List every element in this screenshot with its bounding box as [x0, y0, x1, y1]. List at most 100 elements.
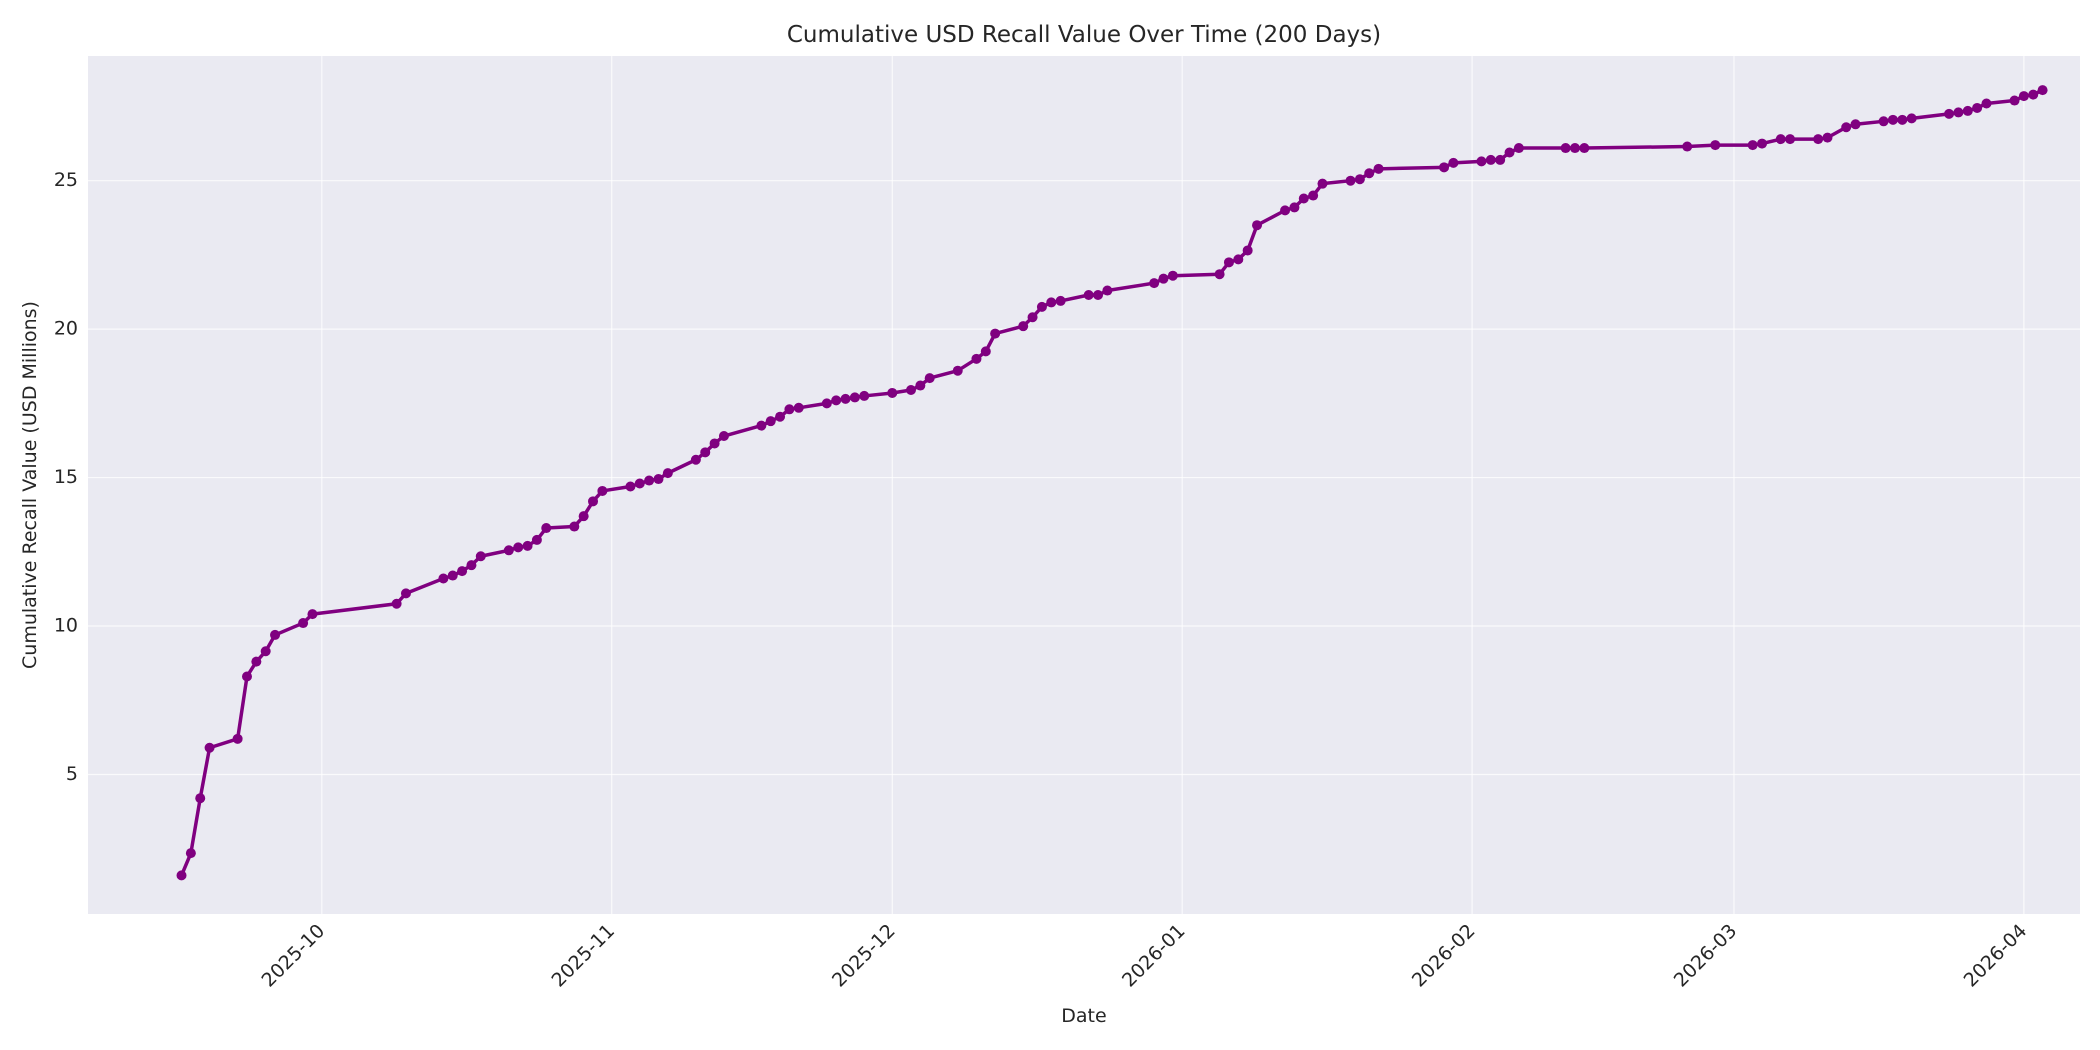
- data-point: [270, 629, 281, 640]
- x-tick-label: 2026-02: [1408, 920, 1480, 992]
- data-point: [849, 392, 860, 403]
- data-point: [1878, 116, 1889, 127]
- data-point: [597, 485, 608, 496]
- data-point: [466, 560, 477, 571]
- data-point: [391, 598, 402, 609]
- data-point: [522, 540, 533, 551]
- data-point: [1785, 134, 1796, 145]
- data-point: [176, 870, 187, 881]
- data-point: [1242, 245, 1253, 256]
- data-point: [1167, 270, 1178, 281]
- data-point: [1897, 114, 1908, 125]
- data-point: [1485, 154, 1496, 165]
- data-point: [1747, 140, 1758, 151]
- data-point: [475, 551, 486, 562]
- data-point: [1223, 257, 1234, 268]
- data-point: [700, 447, 711, 458]
- x-tick-label: 2026-04: [1960, 920, 2032, 992]
- x-tick-label: 2026-01: [1118, 920, 1190, 992]
- data-point: [541, 523, 552, 534]
- data-point: [971, 353, 982, 364]
- data-point: [232, 733, 243, 744]
- data-point: [859, 390, 870, 401]
- data-point: [1962, 105, 1973, 116]
- data-point: [513, 542, 524, 553]
- data-point: [887, 387, 898, 398]
- data-point: [625, 481, 636, 492]
- x-axis-label: Date: [1061, 1005, 1106, 1027]
- data-point: [980, 346, 991, 357]
- data-point: [2028, 89, 2039, 100]
- data-point: [1579, 143, 1590, 154]
- gridlines: [88, 56, 2080, 914]
- x-tick-label: 2025-11: [547, 920, 619, 992]
- data-point: [1149, 278, 1160, 289]
- data-point: [1944, 108, 1955, 119]
- data-point: [1569, 143, 1580, 154]
- data-point: [634, 478, 645, 489]
- y-axis-label: Cumulative Recall Value (USD Millions): [19, 301, 41, 669]
- data-point: [298, 618, 309, 629]
- data-point: [653, 474, 664, 485]
- data-point: [1354, 174, 1365, 185]
- x-tick-label: 2026-03: [1670, 920, 1742, 992]
- data-point: [1027, 312, 1038, 323]
- data-point: [718, 431, 729, 442]
- data-point: [662, 468, 673, 479]
- data-point: [307, 609, 318, 620]
- data-point: [1439, 162, 1450, 173]
- data-point: [578, 511, 589, 522]
- data-point: [241, 671, 252, 682]
- data-point: [644, 475, 655, 486]
- data-point: [1775, 134, 1786, 145]
- data-point: [1953, 107, 1964, 118]
- data-point: [1214, 269, 1225, 280]
- x-tick-label: 2025-12: [828, 920, 900, 992]
- data-point: [204, 742, 215, 753]
- data-point: [709, 438, 720, 449]
- data-point: [1513, 143, 1524, 154]
- data-point: [1682, 141, 1693, 152]
- data-point: [195, 793, 206, 804]
- data-point: [915, 380, 926, 391]
- data-point: [251, 656, 262, 667]
- data-point: [1887, 114, 1898, 125]
- data-point: [1289, 202, 1300, 213]
- data-point: [831, 395, 842, 406]
- data-point: [447, 570, 458, 581]
- data-point: [260, 646, 271, 657]
- data-point: [1317, 178, 1328, 189]
- data-point: [1345, 175, 1356, 186]
- y-axis: 5 10 15 20 25: [54, 169, 78, 785]
- data-point: [588, 496, 599, 507]
- data-point: [1158, 273, 1169, 284]
- data-point: [1252, 220, 1263, 231]
- data-point: [1280, 205, 1291, 216]
- x-tick-label: 2025-10: [258, 920, 330, 992]
- data-point: [2018, 91, 2029, 102]
- data-point: [1813, 134, 1824, 145]
- data-point: [1046, 297, 1057, 308]
- data-point: [924, 373, 935, 384]
- data-point: [1036, 301, 1047, 312]
- data-point: [438, 573, 449, 584]
- data-point: [1298, 193, 1309, 204]
- data-point: [1055, 295, 1066, 306]
- data-point: [1560, 143, 1571, 154]
- y-tick-label: 10: [54, 615, 78, 637]
- data-point: [531, 534, 542, 545]
- data-point: [775, 411, 786, 422]
- data-point: [400, 588, 411, 599]
- data-point: [1102, 285, 1113, 296]
- data-point: [840, 393, 851, 404]
- data-point: [1495, 154, 1506, 165]
- data-point: [821, 398, 832, 409]
- series-layer: [176, 85, 2048, 881]
- data-point: [1841, 122, 1852, 133]
- chart-title: Cumulative USD Recall Value Over Time (2…: [787, 22, 1381, 48]
- data-point: [690, 454, 701, 465]
- data-point: [952, 365, 963, 376]
- data-point: [569, 521, 580, 532]
